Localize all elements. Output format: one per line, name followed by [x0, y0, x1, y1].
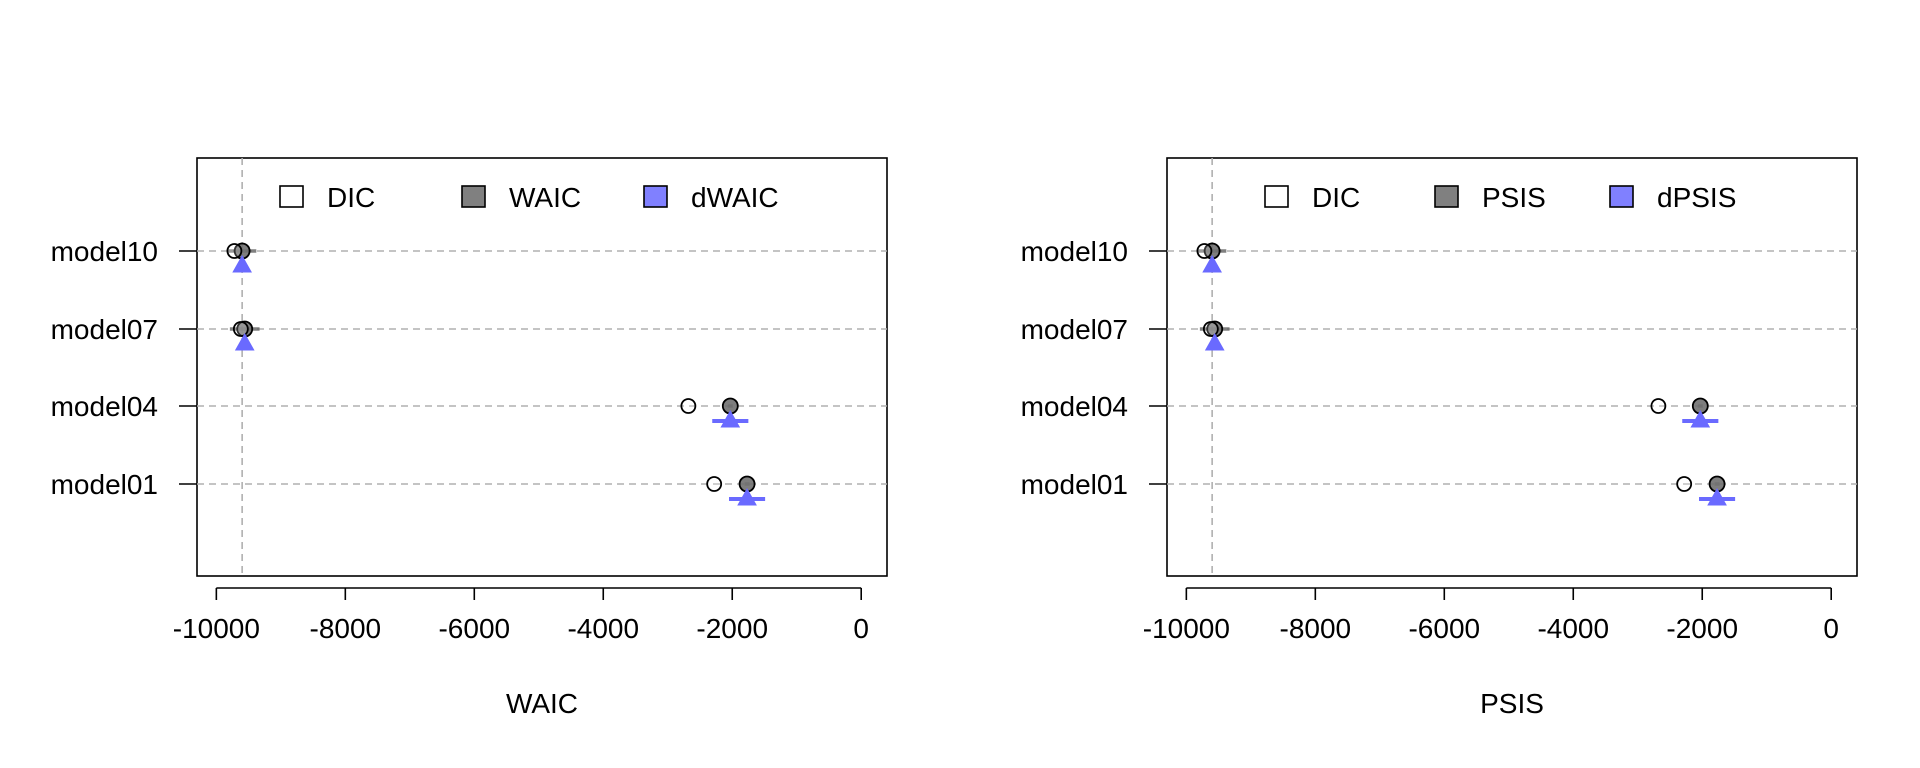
delta-point-model04: [1690, 409, 1711, 428]
legend-label-dic: DIC: [1312, 182, 1360, 213]
x-tick-label: -4000: [1537, 613, 1609, 644]
x-tick-label: -6000: [438, 613, 510, 644]
category-label-model04: model04: [51, 391, 158, 422]
x-tick-label: -10000: [173, 613, 260, 644]
legend-label-dwaic: dWAIC: [691, 182, 779, 213]
legend-swatch-dwaic: [643, 185, 668, 208]
legend-swatch-waic: [461, 185, 486, 208]
delta-point-model01: [737, 487, 757, 506]
category-label-model04: model04: [1021, 391, 1128, 422]
category-label-model10: model10: [51, 236, 158, 267]
legend-swatch-dic: [279, 185, 304, 208]
x-tick-label: 0: [853, 613, 869, 644]
dic-point-model07: [1202, 321, 1219, 337]
dic-point-model04: [680, 398, 697, 414]
x-axis-title: WAIC: [506, 688, 578, 719]
legend-label-waic: WAIC: [509, 182, 581, 213]
category-label-model10: model10: [1021, 236, 1128, 267]
x-tick-label: -8000: [1280, 613, 1352, 644]
delta-point-model01: [1707, 487, 1727, 506]
delta-point-model04: [720, 409, 741, 428]
x-tick-label: -8000: [310, 613, 382, 644]
delta-point-model07: [234, 332, 255, 351]
legend-label-dpsis: dPSIS: [1657, 182, 1736, 213]
plot-frame: [196, 157, 888, 577]
dic-point-model01: [706, 476, 723, 492]
dic-point-model01: [1676, 476, 1693, 492]
plot-frame: [1166, 157, 1858, 577]
delta-point-model10: [1202, 254, 1222, 273]
legend-label-psis: PSIS: [1482, 182, 1546, 213]
dic-point-model07: [232, 321, 249, 337]
category-label-model07: model07: [51, 314, 158, 345]
legend-swatch-psis: [1434, 185, 1459, 208]
dic-point-model10: [226, 243, 243, 259]
x-tick-label: 0: [1823, 613, 1839, 644]
x-tick-label: -2000: [1666, 613, 1738, 644]
category-label-model07: model07: [1021, 314, 1128, 345]
x-tick-label: -10000: [1143, 613, 1230, 644]
x-tick-label: -4000: [567, 613, 639, 644]
legend-label-dic: DIC: [327, 182, 375, 213]
dic-point-model04: [1650, 398, 1667, 414]
x-axis-title: PSIS: [1480, 688, 1544, 719]
dic-point-model10: [1196, 243, 1213, 259]
x-tick-label: -2000: [696, 613, 768, 644]
category-label-model01: model01: [51, 469, 158, 500]
legend-swatch-dic: [1264, 185, 1289, 208]
chart-panel-2: -10000 -8000 -6000 -4000 -2000 0 PSIS model10 mo…: [1021, 157, 1858, 719]
delta-point-model07: [1204, 332, 1225, 351]
x-tick-label: -6000: [1408, 613, 1480, 644]
chart-panel-1: -10000 -8000 -6000 -4000 -2000 0 WAIC model10 mo…: [51, 157, 888, 719]
category-label-model01: model01: [1021, 469, 1128, 500]
legend-swatch-dpsis: [1609, 185, 1634, 208]
delta-point-model10: [232, 254, 252, 273]
